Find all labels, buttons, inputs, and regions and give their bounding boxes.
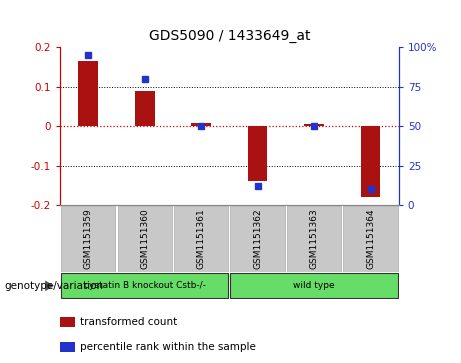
Bar bbox=[118, 206, 172, 272]
Bar bbox=[78, 61, 98, 126]
Text: cystatin B knockout Cstb-/-: cystatin B knockout Cstb-/- bbox=[84, 281, 206, 290]
Text: genotype/variation: genotype/variation bbox=[5, 281, 104, 291]
Bar bbox=[135, 91, 154, 126]
Bar bbox=[230, 273, 398, 298]
Bar bbox=[191, 123, 211, 126]
Text: GSM1151359: GSM1151359 bbox=[83, 208, 93, 269]
Text: GSM1151364: GSM1151364 bbox=[366, 208, 375, 269]
Bar bbox=[61, 206, 115, 272]
Text: GSM1151363: GSM1151363 bbox=[309, 208, 319, 269]
Text: transformed count: transformed count bbox=[80, 317, 177, 327]
Text: GSM1151362: GSM1151362 bbox=[253, 208, 262, 269]
Bar bbox=[61, 273, 228, 298]
Bar bbox=[287, 206, 341, 272]
Bar bbox=[174, 206, 228, 272]
Bar bbox=[304, 124, 324, 126]
Text: percentile rank within the sample: percentile rank within the sample bbox=[80, 342, 256, 352]
Bar bbox=[60, 342, 75, 352]
Title: GDS5090 / 1433649_at: GDS5090 / 1433649_at bbox=[148, 29, 310, 44]
Polygon shape bbox=[45, 280, 54, 291]
Bar bbox=[230, 206, 285, 272]
Text: wild type: wild type bbox=[293, 281, 335, 290]
Text: GSM1151360: GSM1151360 bbox=[140, 208, 149, 269]
Bar bbox=[60, 317, 75, 327]
Bar bbox=[343, 206, 398, 272]
Bar bbox=[361, 126, 380, 197]
Text: GSM1151361: GSM1151361 bbox=[196, 208, 206, 269]
Bar bbox=[248, 126, 267, 182]
